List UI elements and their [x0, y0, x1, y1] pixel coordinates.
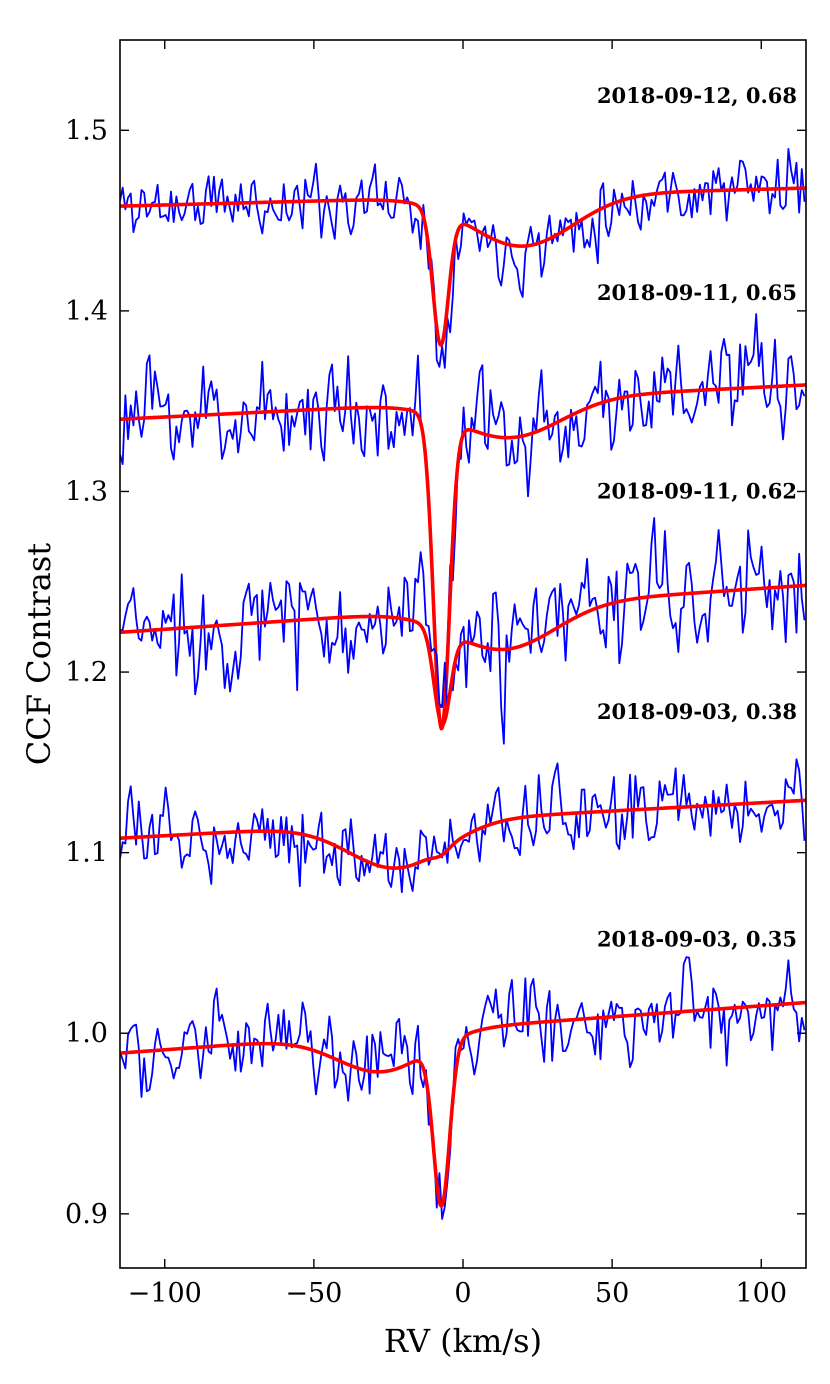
model-fit-line — [120, 1000, 806, 1208]
x-tick-label: −100 — [128, 1278, 202, 1309]
observed-ccf-line — [120, 517, 806, 745]
model-fit-line — [120, 383, 806, 731]
observation-label: 2018-09-11, 0.62 — [597, 479, 797, 504]
x-tick-label: 50 — [595, 1278, 629, 1309]
y-tick-label: 0.9 — [65, 1199, 108, 1230]
model-fit-line — [120, 798, 806, 870]
model-fit-line — [120, 186, 806, 347]
tick-layer: −100 −50 0 50 100 0.9 1.0 1.1 1.2 1.3 1.4 1.5 — [65, 40, 806, 1309]
x-tick-label: −50 — [285, 1278, 342, 1309]
observed-ccf-line — [120, 148, 806, 369]
y-tick-label: 1.3 — [65, 476, 108, 507]
observation-label: 2018-09-11, 0.65 — [597, 280, 797, 305]
observation-label: 2018-09-03, 0.38 — [597, 699, 797, 724]
y-axis-title: CCF Contrast — [20, 543, 58, 765]
y-tick-label: 1.5 — [65, 115, 108, 146]
y-tick-label: 1.4 — [65, 296, 108, 327]
observed-ccf-line — [120, 956, 806, 1220]
observation-label: 2018-09-12, 0.68 — [597, 83, 797, 108]
x-tick-label: 100 — [735, 1278, 787, 1309]
x-tick-label: 0 — [454, 1278, 471, 1309]
x-axis-title: RV (km/s) — [384, 1322, 542, 1360]
y-tick-label: 1.0 — [65, 1018, 108, 1049]
y-tick-label: 1.1 — [65, 838, 108, 869]
label-layer: 2018-09-12, 0.68 2018-09-11, 0.65 2018-09-… — [597, 83, 797, 951]
y-tick-label: 1.2 — [65, 657, 108, 688]
model-fit-line — [120, 583, 806, 727]
series-layer — [120, 148, 806, 1220]
observed-ccf-line — [120, 758, 806, 894]
observation-label: 2018-09-03, 0.35 — [597, 927, 797, 952]
